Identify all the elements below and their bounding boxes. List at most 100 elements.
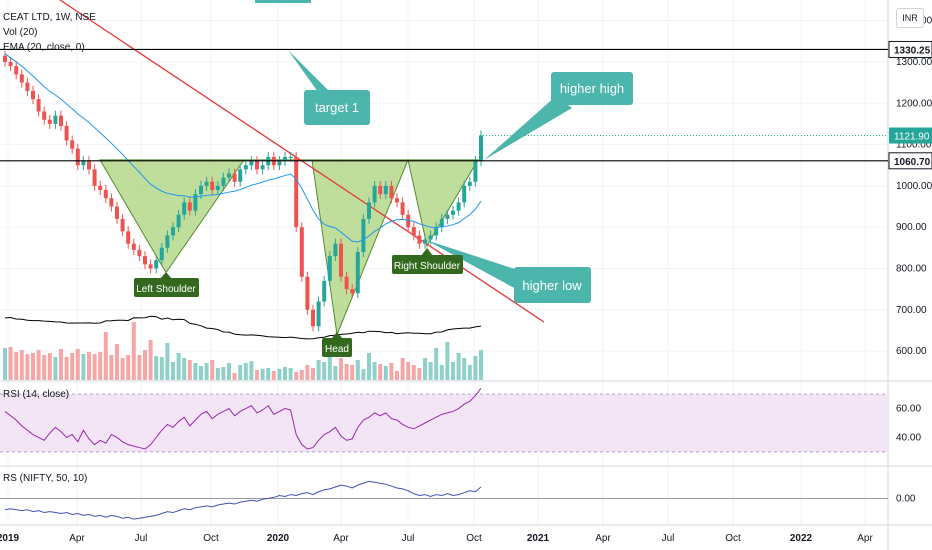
time-tick-label: Oct [203,533,219,544]
candle-body [53,115,58,124]
candle-body [182,202,187,215]
candle-body [389,185,394,199]
time-tick-label: Oct [466,533,482,544]
partial-callout [255,0,311,3]
price-label-text: 1330.25 [894,45,931,56]
volume-bar [322,362,327,380]
candle-body [479,135,483,162]
candle-body [316,301,321,327]
candle-body [299,227,304,277]
price-tick-label: 1100.00 [896,140,932,151]
time-axis[interactable]: 2019 Apr Jul Oct 2020 Apr Jul Oct 2021 Apr Jul Oct 2… [0,533,873,544]
rsi-legend[interactable]: RSI (14, close) [3,389,70,400]
volume-bar [271,371,276,380]
candle-body [176,214,181,228]
volume-bar [434,348,439,380]
volume-bar [227,363,231,380]
price-axis[interactable]: 600.00 700.00 800.00 900.00 1000.00 1100.00 12… [888,16,932,505]
candle-body [81,161,86,166]
left-shoulder-tag[interactable]: Left Shoulder [134,272,199,297]
volume-bar [372,362,377,380]
rs-legend[interactable]: RS (NIFTY, 50, 10) [3,473,88,484]
volume-bar [31,353,35,380]
volume-bar [400,358,405,380]
volume-bar [361,369,366,380]
candle-body [467,181,472,186]
candle-body [115,206,119,219]
higher-high-label: higher high [560,81,624,96]
right-shoulder-label: Right Shoulder [394,261,461,272]
symbol-title[interactable]: CEAT LTD, 1W, NSE [3,12,96,23]
candle-body [333,243,338,257]
candle-body [439,218,444,228]
candle-body [232,173,237,182]
candle-body [64,125,69,141]
currency-button[interactable]: INR [896,8,924,28]
volume-bar [467,365,472,380]
time-tick-label: 2019 [0,533,20,544]
candle-body [204,181,209,186]
volume-bar [92,354,97,380]
rsi-tick-label: 40.00 [896,432,921,443]
higher-low-label: higher low [522,278,582,293]
candle-body [221,177,226,186]
volume-bar [462,358,467,380]
left-shoulder-shape [99,159,245,274]
volume-bar [355,360,360,380]
rs-pane [0,480,888,520]
volume-bar [383,366,388,380]
candle-body [210,181,215,190]
volume-bar [456,353,461,380]
volume-bar [411,365,416,380]
volume-bar [344,364,349,380]
volume-bar [19,350,24,380]
candle-body [8,61,13,67]
volume-bar [473,356,478,380]
volume-bar [255,370,259,380]
candle-body [25,82,30,91]
price-tick-label: 1200.00 [896,98,932,109]
ema-path [4,53,482,243]
volume-bar [299,370,304,380]
head-tag[interactable]: Head [322,332,352,357]
candle-body [355,251,360,294]
volume-bar [378,364,383,380]
volume-bar [14,352,19,380]
volume-bar [215,368,220,380]
volume-bar [389,363,394,380]
rsi-line [4,388,482,450]
volume-bar [277,369,282,380]
higher-high-callout[interactable]: higher high [484,72,633,160]
annotations: target 1 higher high higher low Left Sho… [134,0,633,357]
volume-bar [333,366,338,380]
volume-legend[interactable]: Vol (20) [3,27,38,38]
higher-low-callout[interactable]: higher low [426,240,591,303]
candle-body [361,218,366,252]
candle-body [19,74,24,83]
volume-bar [221,367,226,380]
time-tick-label: Jul [135,533,148,544]
volume-bar [350,365,355,380]
candle-body [288,156,293,158]
volume-bar [120,358,125,380]
time-tick-label: 2020 [267,533,290,544]
left-shoulder-label: Left Shoulder [136,284,196,295]
right-shoulder-tag[interactable]: Right Shoulder [392,248,463,274]
volume-bar [367,353,371,380]
candle-body [451,210,455,215]
candle-body [238,169,243,182]
volume-bar [479,350,483,380]
time-tick-label: Apr [333,533,349,544]
candle-body [383,185,388,195]
ema-legend[interactable]: EMA (20, close, 0) [3,42,85,53]
candle-body [3,55,7,62]
candle-body [339,243,343,277]
time-tick-label: Apr [595,533,611,544]
target-callout[interactable]: target 1 [288,50,370,125]
right-shoulder-shape [407,159,479,248]
volume-bar [428,362,433,380]
volume-bar [260,369,265,380]
volume-bar [81,354,86,380]
candle-body [165,235,170,248]
